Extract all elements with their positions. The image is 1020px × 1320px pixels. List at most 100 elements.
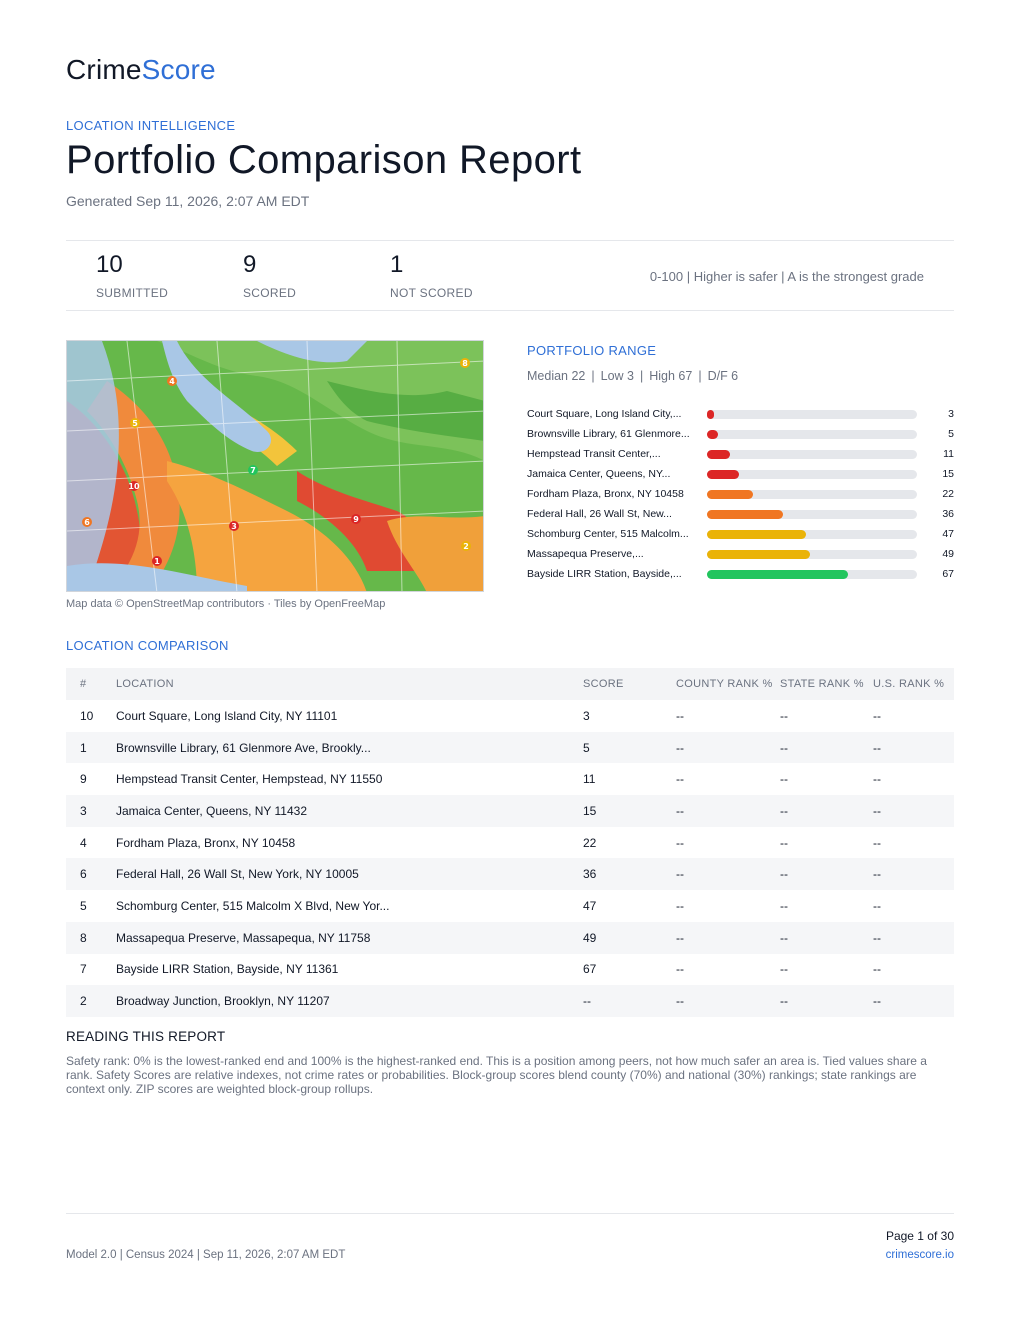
map-marker[interactable]: 8 <box>460 358 470 368</box>
map-marker[interactable]: 7 <box>248 465 258 475</box>
range-bar-label: Federal Hall, 26 Wall St, New... <box>527 508 672 520</box>
map-marker-label: 4 <box>169 377 175 386</box>
stat-label: SUBMITTED <box>96 286 169 300</box>
range-bar-value: 15 <box>942 468 954 480</box>
map-marker-label: 6 <box>84 518 90 527</box>
map-credit: Map data © OpenStreetMap contributors · … <box>66 598 386 610</box>
map-marker[interactable]: 10 <box>128 481 140 491</box>
table-cell: Hempstead Transit Center, Hempstead, NY … <box>116 772 383 787</box>
table-cell: -- <box>780 803 788 818</box>
range-bar-track <box>707 410 917 419</box>
map-tiles: 1 2 3 4 5 6 7 8 9 10 <box>67 341 483 591</box>
table-cell: 67 <box>583 962 597 977</box>
range-bar-row: Bayside LIRR Station, Bayside,... 67 <box>527 565 954 585</box>
range-bar-fill <box>707 410 714 419</box>
stat-value: 9 <box>243 251 257 278</box>
location-comparison-title: LOCATION COMPARISON <box>66 638 229 653</box>
range-separator: | <box>639 369 644 383</box>
table-cell: -- <box>780 740 788 755</box>
range-bar-label: Schomburg Center, 515 Malcolm... <box>527 528 689 540</box>
table-row: 3 Jamaica Center, Queens, NY 11432 15 -- -- -… <box>66 795 954 827</box>
map-marker[interactable]: 6 <box>82 517 92 527</box>
table-row: 5 Schomburg Center, 515 Malcolm X Blvd, N… <box>66 890 954 922</box>
table-cell: 9 <box>80 772 87 787</box>
table-cell: 10 <box>80 708 94 723</box>
divider-top <box>66 240 954 241</box>
table-cell: 22 <box>583 835 597 850</box>
table-cell: -- <box>873 835 881 850</box>
range-bar-row: Schomburg Center, 515 Malcolm... 47 <box>527 525 954 545</box>
table-cell: 3 <box>80 803 87 818</box>
table-cell: 49 <box>583 930 597 945</box>
divider-footer <box>66 1213 954 1214</box>
table-cell: Brownsville Library, 61 Glenmore Ave, Br… <box>116 740 371 755</box>
table-cell: Jamaica Center, Queens, NY 11432 <box>116 803 308 818</box>
map-marker-label: 3 <box>231 522 237 531</box>
range-bar-value: 67 <box>942 568 954 580</box>
range-bar-label: Hempstead Transit Center,... <box>527 448 661 460</box>
table-cell: -- <box>873 867 881 882</box>
table-row: 4 Fordham Plaza, Bronx, NY 10458 22 -- -- -- <box>66 827 954 859</box>
footer-link[interactable]: crimescore.io <box>885 1249 954 1261</box>
table-cell: -- <box>676 835 684 850</box>
column-header: U.S. RANK % <box>873 678 945 690</box>
column-header: STATE RANK % <box>780 678 864 690</box>
map-marker[interactable]: 2 <box>461 541 471 551</box>
stat-label: NOT SCORED <box>390 286 473 300</box>
stat-value: 1 <box>390 251 404 278</box>
map-marker[interactable]: 9 <box>351 514 361 524</box>
range-bar-row: Brownsville Library, 61 Glenmore... 5 <box>527 425 954 445</box>
column-header: COUNTY RANK % <box>676 678 773 690</box>
range-bar-value: 22 <box>942 488 954 500</box>
range-bar-track <box>707 470 917 479</box>
range-low: Low 3 <box>600 369 634 383</box>
table-row: 2 Broadway Junction, Brooklyn, NY 11207 --… <box>66 985 954 1017</box>
table-row: 10 Court Square, Long Island City, NY 111… <box>66 700 954 732</box>
range-bar-value: 3 <box>948 408 954 420</box>
range-high: High 67 <box>649 369 693 383</box>
range-bar-label: Court Square, Long Island City,... <box>527 408 682 420</box>
table-cell: -- <box>676 898 684 913</box>
range-bar-fill <box>707 490 754 499</box>
table-cell: 1 <box>80 740 87 755</box>
table-cell: -- <box>676 962 684 977</box>
map-marker-label: 7 <box>250 466 256 475</box>
range-bar-fill <box>707 470 739 479</box>
portfolio-map[interactable]: 1 2 3 4 5 6 7 8 9 10 <box>66 340 484 592</box>
range-separator: | <box>698 369 702 383</box>
map-marker[interactable]: 5 <box>130 418 140 428</box>
map-marker[interactable]: 3 <box>229 521 239 531</box>
table-cell: -- <box>873 740 881 755</box>
reading-title: READING THIS REPORT <box>66 1029 226 1044</box>
table-cell: -- <box>873 708 881 723</box>
location-comparison-table: # LOCATION SCORE COUNTY RANK % STATE RAN… <box>66 668 954 1017</box>
table-cell: Court Square, Long Island City, NY 11101 <box>116 708 338 723</box>
map-marker[interactable]: 4 <box>167 376 177 386</box>
table-cell: -- <box>873 898 881 913</box>
range-bar-label: Massapequa Preserve,... <box>527 548 644 560</box>
table-cell: -- <box>780 930 788 945</box>
range-df: D/F 6 <box>707 369 739 383</box>
range-bar-fill <box>707 530 806 539</box>
brand-name-part2: Score <box>141 54 216 85</box>
table-cell: -- <box>780 772 788 787</box>
table-cell: 7 <box>80 962 87 977</box>
range-bar-value: 49 <box>942 548 954 560</box>
range-bar-fill <box>707 430 718 439</box>
map-marker[interactable]: 1 <box>152 556 162 566</box>
table-cell: -- <box>873 930 881 945</box>
table-cell: -- <box>676 708 684 723</box>
range-bar-track <box>707 490 917 499</box>
range-bar-label: Brownsville Library, 61 Glenmore... <box>527 428 690 440</box>
stat-scored: 9 SCORED <box>243 251 296 301</box>
table-row: 6 Federal Hall, 26 Wall St, New York, NY … <box>66 858 954 891</box>
range-bar-value: 11 <box>943 448 954 460</box>
table-cell: -- <box>873 994 881 1009</box>
table-cell: Fordham Plaza, Bronx, NY 10458 <box>116 835 296 850</box>
table-cell: Schomburg Center, 515 Malcolm X Blvd, Ne… <box>116 898 390 913</box>
map-marker-label: 5 <box>132 419 138 428</box>
table-cell: 36 <box>583 867 597 882</box>
range-bar-row: Fordham Plaza, Bronx, NY 10458 22 <box>527 485 954 505</box>
range-bar-row: Federal Hall, 26 Wall St, New... 36 <box>527 505 954 525</box>
table-row: 1 Brownsville Library, 61 Glenmore Ave, B… <box>66 731 954 764</box>
